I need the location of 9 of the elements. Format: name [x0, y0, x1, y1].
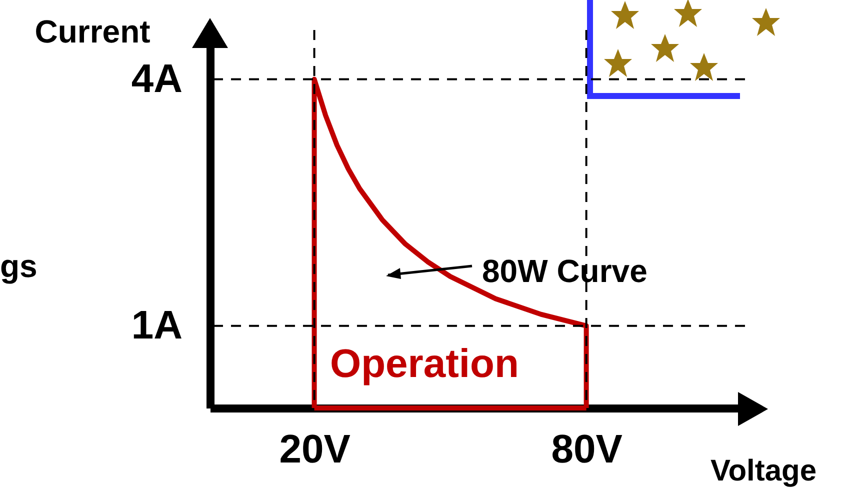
- y-tick-label: 4A: [131, 56, 182, 101]
- annotation: 80W Curve: [482, 253, 648, 289]
- y-axis-title: Current: [34, 14, 151, 50]
- y-tick-label: 1A: [131, 303, 182, 348]
- x-tick-label: 80V: [551, 428, 623, 472]
- x-axis-title: Voltage: [710, 454, 817, 488]
- text: gs: [0, 248, 38, 284]
- annotation: Operation: [330, 342, 519, 386]
- x-tick-label: 20V: [279, 428, 351, 472]
